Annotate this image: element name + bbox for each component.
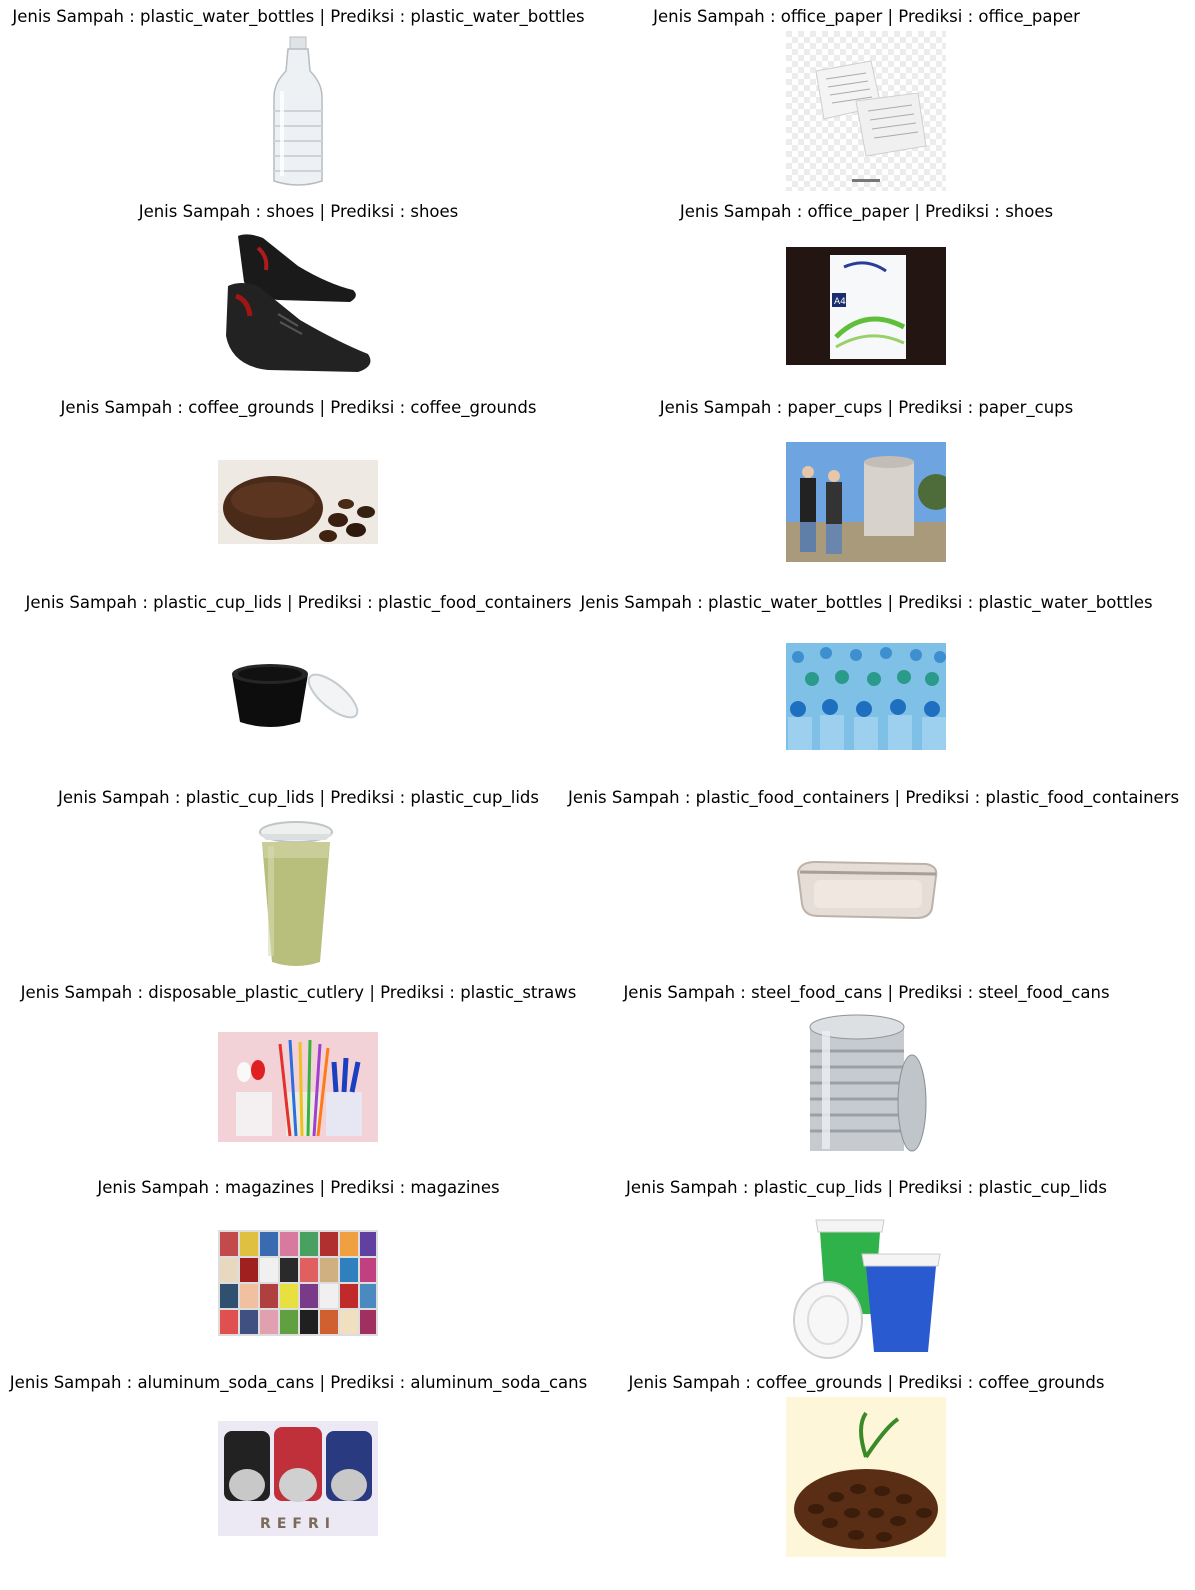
drink-cup-image: [218, 812, 378, 972]
svg-text:A4: A4: [834, 297, 846, 307]
a4-paper-image: A4: [786, 247, 946, 365]
sample-image: [786, 1202, 946, 1362]
blue-bottles-image: [786, 643, 946, 750]
water-bottle-image: [218, 31, 378, 191]
sample-title: Jenis Sampah : plastic_water_bottles | P…: [580, 593, 1153, 612]
sample-cell: Jenis Sampah : shoes | Prediksi : shoes: [0, 195, 597, 390]
sample-image: [786, 1007, 946, 1167]
sample-title: Jenis Sampah : plastic_cup_lids | Predik…: [25, 593, 572, 612]
cup-lid-image: [218, 626, 378, 786]
sample-cell: Jenis Sampah : plastic_water_bottles | P…: [568, 586, 1165, 781]
cutlery-image: [218, 1032, 378, 1142]
coffee-grounds-image: [218, 460, 378, 544]
sample-title: Jenis Sampah : disposable_plastic_cutler…: [20, 983, 577, 1002]
sample-title: Jenis Sampah : plastic_water_bottles | P…: [12, 7, 585, 26]
sample-cell: Jenis Sampah : plastic_food_containers |…: [568, 781, 1180, 976]
can-caption: REFRI: [260, 1516, 336, 1532]
sample-title: Jenis Sampah : coffee_grounds | Prediksi…: [628, 1373, 1105, 1392]
sample-cell: Jenis Sampah : aluminum_soda_cans | Pred…: [0, 1366, 597, 1561]
sample-cell: Jenis Sampah : coffee_grounds | Prediksi…: [0, 391, 597, 586]
sample-cell: Jenis Sampah : plastic_cup_lids | Predik…: [0, 781, 597, 976]
sample-cell: Jenis Sampah : plastic_water_bottles | P…: [0, 0, 597, 195]
sample-title: Jenis Sampah : magazines | Prediksi : ma…: [97, 1178, 500, 1197]
food-container-image: [786, 812, 946, 972]
coffee-beans-image: [786, 1397, 946, 1557]
sample-cell: Jenis Sampah : paper_cups | Prediksi : p…: [568, 391, 1165, 586]
steel-can-image: [786, 1007, 946, 1167]
sample-image: [218, 460, 378, 544]
sample-image: [218, 1230, 378, 1336]
sample-cell: Jenis Sampah : office_paper | Prediksi :…: [568, 0, 1165, 195]
paper-cup-image: [786, 442, 946, 562]
sample-cell: Jenis Sampah : disposable_plastic_cutler…: [0, 976, 597, 1171]
sample-image: REFRI: [218, 1421, 378, 1536]
sample-title: Jenis Sampah : coffee_grounds | Prediksi…: [60, 398, 537, 417]
sample-cell: Jenis Sampah : coffee_grounds | Prediksi…: [568, 1366, 1165, 1561]
magazines-image: [218, 1230, 378, 1336]
sample-cell: Jenis Sampah : office_paper | Prediksi :…: [568, 195, 1165, 390]
sample-title: Jenis Sampah : shoes | Prediksi : shoes: [138, 202, 459, 221]
sample-title: Jenis Sampah : steel_food_cans | Prediks…: [623, 983, 1110, 1002]
coffee-cups-image: [786, 1202, 946, 1362]
sample-title: Jenis Sampah : paper_cups | Prediksi : p…: [659, 398, 1074, 417]
sample-image: [218, 1032, 378, 1142]
sample-cell: Jenis Sampah : plastic_cup_lids | Predik…: [0, 586, 597, 786]
sample-title: Jenis Sampah : office_paper | Prediksi :…: [653, 7, 1080, 26]
sample-image: [218, 226, 378, 386]
sample-title: Jenis Sampah : aluminum_soda_cans | Pred…: [9, 1373, 588, 1392]
sample-title: Jenis Sampah : plastic_food_containers |…: [568, 788, 1180, 807]
sample-image: [218, 31, 378, 191]
sample-title: Jenis Sampah : plastic_cup_lids | Predik…: [625, 1178, 1108, 1197]
office-paper-image: [786, 31, 946, 191]
sample-cell: Jenis Sampah : steel_food_cans | Prediks…: [568, 976, 1165, 1171]
sample-image: [786, 442, 946, 562]
sample-title: Jenis Sampah : office_paper | Prediksi :…: [679, 202, 1054, 221]
sample-cell: Jenis Sampah : magazines | Prediksi : ma…: [0, 1171, 597, 1366]
sample-title: Jenis Sampah : plastic_cup_lids | Predik…: [57, 788, 540, 807]
sample-image: [786, 1397, 946, 1557]
shoes-image: [218, 226, 378, 386]
sample-image: [786, 643, 946, 750]
sample-image: [218, 812, 378, 972]
sample-cell: Jenis Sampah : plastic_cup_lids | Predik…: [568, 1171, 1165, 1366]
soda-cans-image: REFRI: [218, 1421, 378, 1536]
sample-image: [786, 31, 946, 191]
sample-image: A4: [786, 247, 946, 365]
sample-image: [218, 626, 378, 786]
sample-image: [786, 812, 946, 972]
